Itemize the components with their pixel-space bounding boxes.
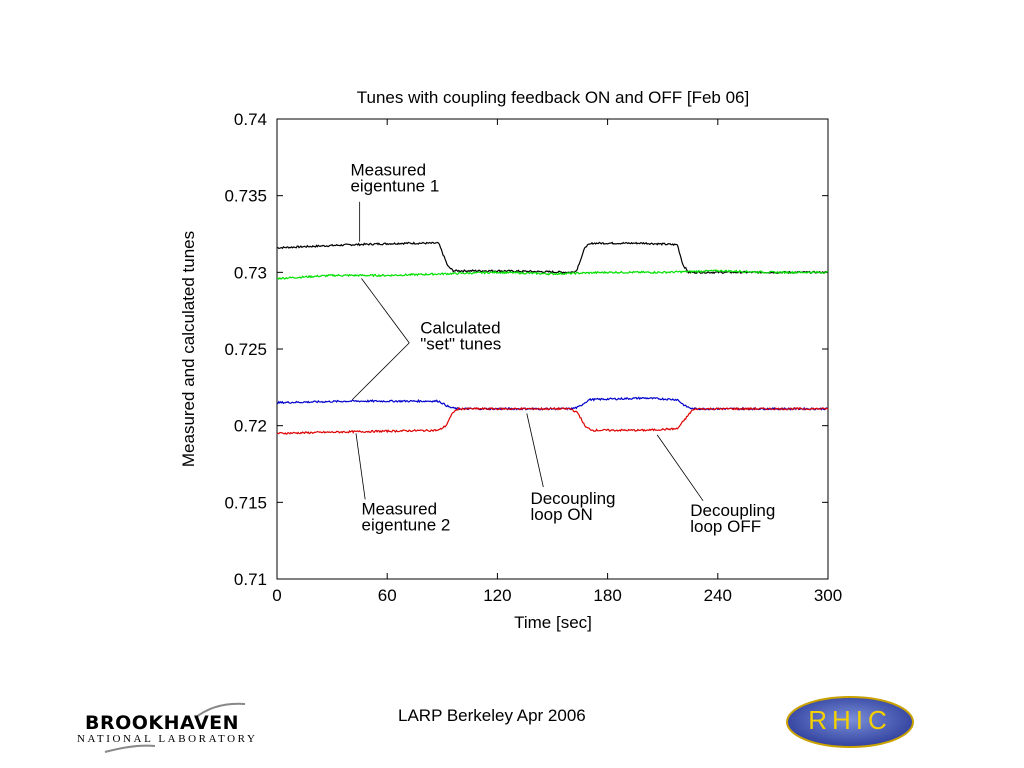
annotation-text: Measured (361, 500, 437, 519)
rhic-text: RHIC (808, 705, 892, 735)
annotation-pointer (355, 433, 366, 500)
x-tick-label: 240 (704, 586, 732, 605)
footer-text: LARP Berkeley Apr 2006 (398, 706, 586, 725)
x-tick-label: 300 (814, 586, 842, 605)
annotation-pointer (361, 278, 410, 344)
rhic-logo: RHIC (785, 695, 915, 749)
annotation-text: Measured (350, 161, 426, 180)
series-line-0 (276, 241, 829, 275)
y-tick-label: 0.74 (234, 110, 267, 129)
y-tick-label: 0.73 (234, 263, 267, 282)
series-layer (276, 241, 829, 435)
y-tick-label: 0.725 (224, 340, 267, 359)
chart: Tunes with coupling feedback ON and OFF … (179, 88, 842, 632)
x-tick-label: 60 (378, 586, 397, 605)
y-tick-label: 0.71 (234, 570, 267, 589)
annotation-text: Decoupling (530, 489, 615, 508)
ticks: 0 60 120 180 240 300 0.71 0.715 0.72 0.725 0.73 0.7… (224, 110, 842, 605)
annotation-text: Decoupling (690, 501, 775, 520)
annotation-text: "set" tunes (420, 335, 501, 354)
y-tick-label: 0.715 (224, 493, 267, 512)
swoosh-icon (104, 702, 246, 753)
x-axis-label: Time [sec] (514, 613, 592, 632)
y-tick-label: 0.735 (224, 187, 267, 206)
annotation-text: Calculated (420, 319, 500, 338)
annotation-text: loop ON (530, 505, 592, 524)
brookhaven-name: BROOKHAVEN (85, 712, 240, 734)
y-tick-label: 0.72 (234, 417, 267, 436)
rhic-ellipse-icon (786, 696, 914, 748)
annotation-text: loop OFF (690, 517, 761, 536)
annotation-pointer (526, 413, 544, 488)
annotation-pointer (656, 434, 704, 502)
brookhaven-logo: BROOKHAVEN NATIONAL LABORATORY (75, 700, 265, 755)
series-line-3 (276, 406, 829, 435)
x-tick-label: 120 (483, 586, 511, 605)
annotation-text: eigentune 2 (361, 516, 450, 535)
x-tick-label: 180 (593, 586, 621, 605)
y-axis-label: Measured and calculated tunes (179, 231, 198, 467)
series-line-1 (276, 269, 829, 281)
annotation-pointer (352, 342, 410, 400)
annotation-text: eigentune 1 (350, 177, 439, 196)
x-tick-label: 0 (272, 586, 281, 605)
chart-title: Tunes with coupling feedback ON and OFF … (357, 88, 749, 107)
brookhaven-subtitle: NATIONAL LABORATORY (77, 733, 258, 745)
